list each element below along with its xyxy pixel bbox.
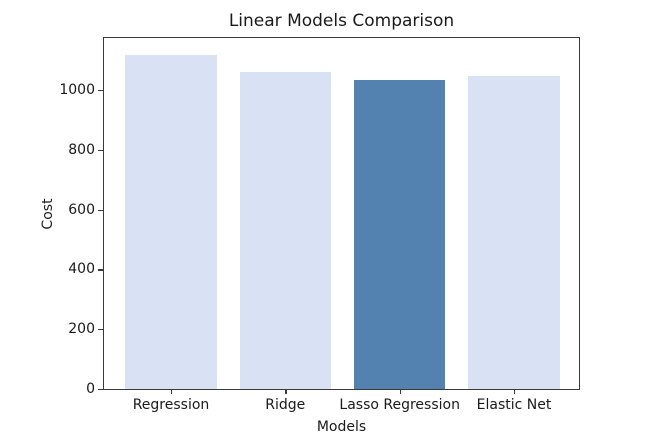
- y-tick-mark: [98, 209, 103, 211]
- x-tick-label-ridge: Ridge: [265, 397, 306, 413]
- y-tick-label-800: 800: [68, 141, 95, 158]
- y-tick-label-1000: 1000: [59, 82, 95, 98]
- bar-lasso-regression: [353, 79, 446, 389]
- y-tick-label-200: 200: [68, 321, 95, 338]
- x-axis-label: Models: [316, 419, 367, 435]
- plot-area: Regression Ridge Lasso Regression Elastic N…: [59, 37, 580, 413]
- y-tick-label-0: 0: [86, 381, 95, 397]
- y-tick-label-400: 400: [68, 261, 95, 278]
- y-tick-mark: [98, 269, 103, 271]
- x-tick-mark: [285, 389, 287, 394]
- bar-ridge: [239, 71, 332, 389]
- y-tick-mark: [98, 389, 103, 391]
- y-tick-mark: [98, 329, 103, 331]
- x-tick-mark: [514, 389, 516, 394]
- y-axis-label: Cost: [40, 198, 56, 230]
- y-tick-mark: [98, 149, 103, 152]
- bar-elastic-net: [468, 76, 560, 389]
- y-tick-mark: [98, 90, 103, 92]
- chart-title: Linear Models Comparison: [228, 11, 455, 31]
- bar-regression: [125, 54, 217, 389]
- x-tick-mark: [399, 389, 401, 394]
- y-tick-label-600: 600: [68, 201, 95, 218]
- x-tick-label-lasso-regression: Lasso Regression: [339, 397, 460, 413]
- x-tick-label-regression: Regression: [132, 397, 210, 413]
- x-tick-label-elastic-net: Elastic Net: [476, 397, 552, 413]
- x-tick-mark: [171, 389, 173, 394]
